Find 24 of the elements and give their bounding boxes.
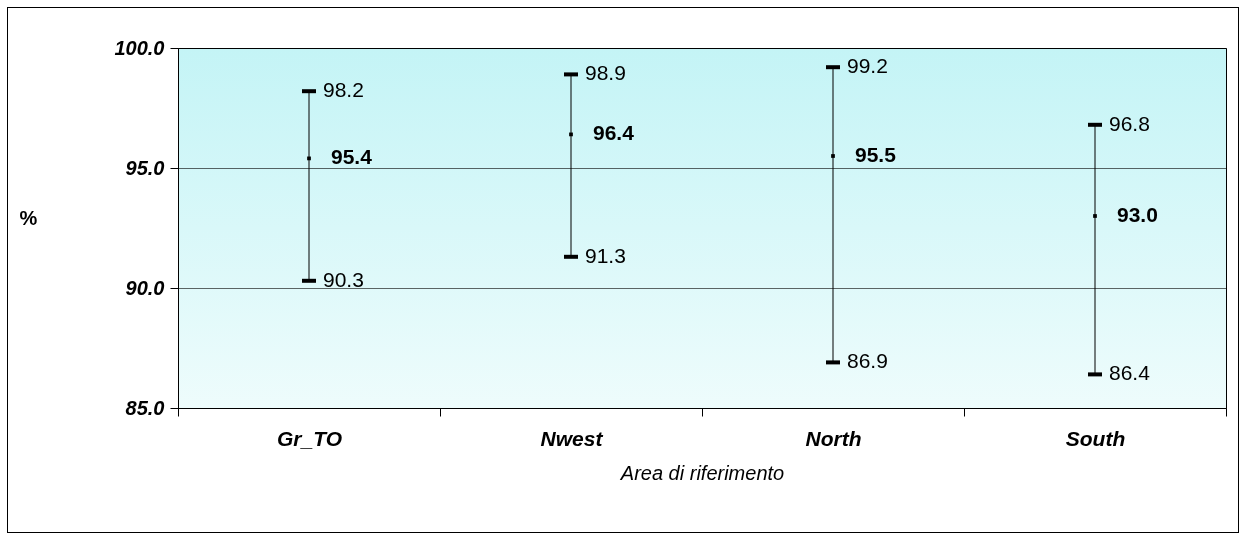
x-tick-label: South — [1065, 426, 1126, 450]
point — [831, 154, 835, 158]
annotation: 98.9 — [585, 61, 626, 85]
annotation: 86.4 — [1109, 361, 1151, 385]
x-tick-label: North — [805, 426, 862, 450]
annotation: 91.3 — [585, 243, 626, 267]
y-tick-label: 90.0 — [125, 276, 165, 299]
x-axis-title: Area di riferimento — [619, 461, 785, 484]
text: 95.5 — [855, 143, 896, 166]
y-tick-label: 100.0 — [114, 36, 165, 59]
annotation: 99.2 — [847, 54, 888, 78]
y-axis-title: % — [19, 206, 38, 229]
text: 93.0 — [1117, 203, 1158, 226]
text: 96.4 — [593, 121, 634, 145]
annotation: 90.3 — [323, 267, 364, 291]
annotation: 86.9 — [847, 349, 888, 373]
x-tick-label: Nwest — [540, 426, 604, 450]
point — [1093, 214, 1097, 218]
y-tick-label: 85.0 — [125, 396, 165, 419]
y-tick-label: 95.0 — [125, 156, 165, 179]
annotation: 98.2 — [323, 78, 364, 102]
x-tick-label: Gr_TO — [277, 426, 342, 450]
annotation: 96.8 — [1109, 111, 1150, 135]
text: 95.4 — [331, 145, 372, 169]
